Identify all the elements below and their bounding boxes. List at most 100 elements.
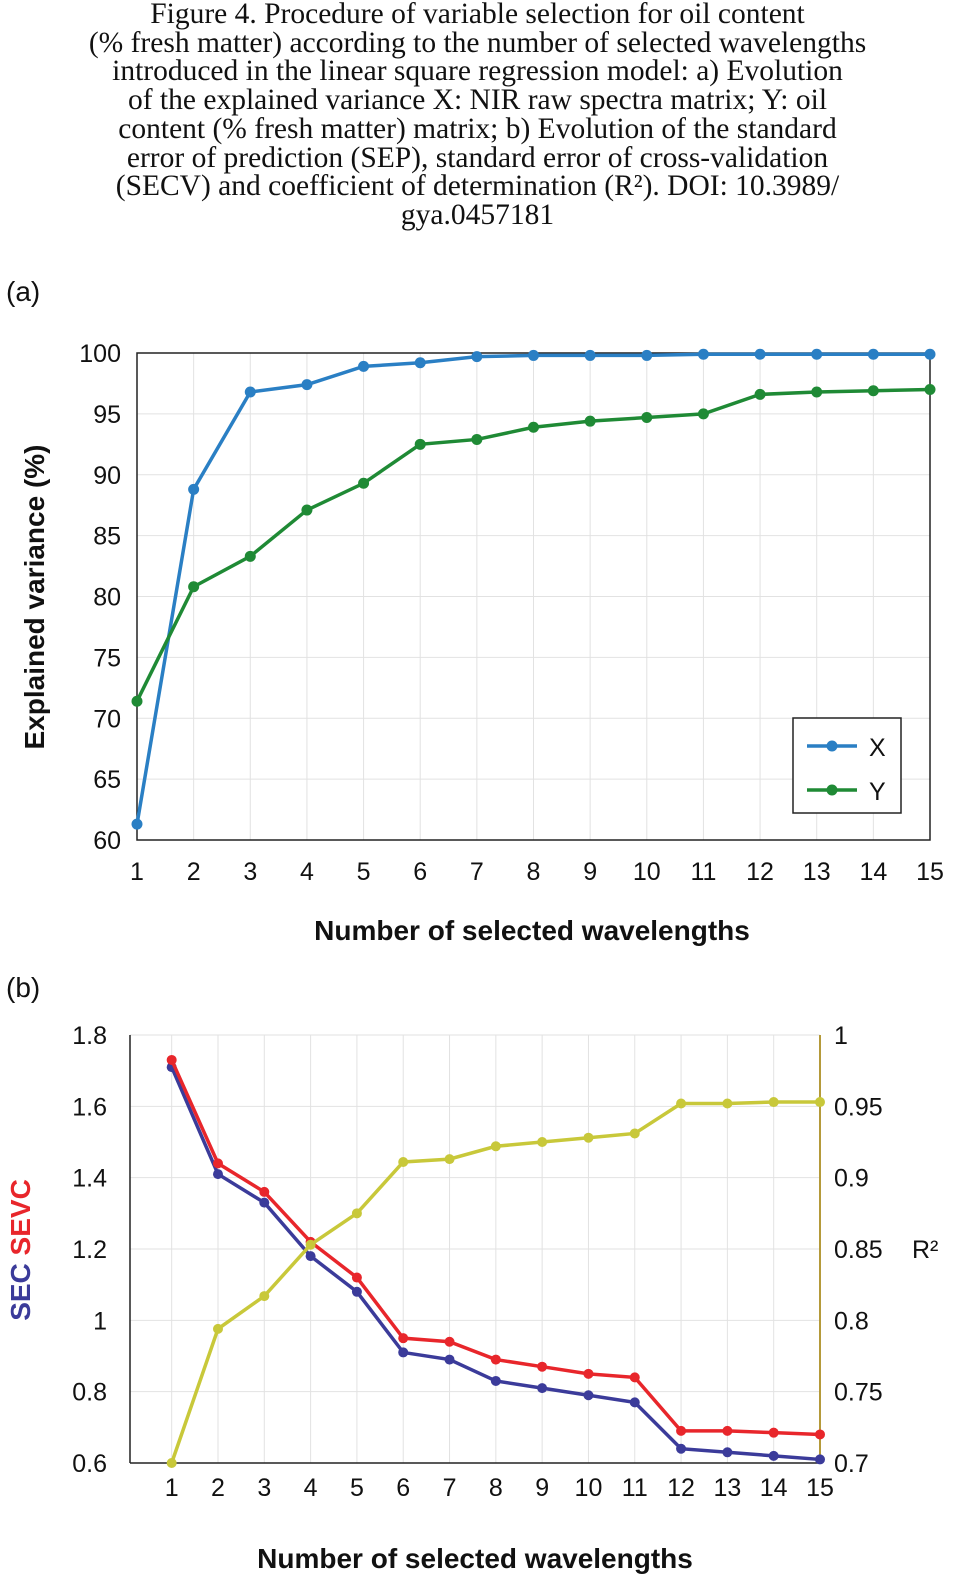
data-point-SEVC <box>490 1354 501 1365</box>
data-point-X <box>811 348 823 360</box>
y2-tick-label: 1 <box>834 1022 848 1050</box>
y2-tick-label: 0.9 <box>834 1165 869 1193</box>
y2-axis-label: R² <box>912 1236 938 1264</box>
data-point-Y <box>471 433 483 445</box>
data-point-R² <box>166 1458 177 1468</box>
x-tick-label: 3 <box>243 858 257 886</box>
x-tick-label: 2 <box>211 1474 225 1502</box>
caption-line: (SECV) and coefficient of determination … <box>115 170 840 203</box>
caption-line: introduced in the linear square regressi… <box>112 55 843 88</box>
x-tick-label: 8 <box>489 1474 503 1502</box>
y-tick-label: 70 <box>93 705 121 733</box>
data-point-R² <box>768 1097 779 1108</box>
data-point-SEC <box>629 1397 640 1408</box>
y-tick-label: 95 <box>93 401 121 429</box>
data-point-X <box>641 349 653 361</box>
x-tick-label: 9 <box>583 858 597 886</box>
x-tick-label: 13 <box>803 858 831 886</box>
x-tick-label: 14 <box>859 858 887 886</box>
x-tick-label: 7 <box>470 858 484 886</box>
data-point-SEC <box>583 1390 594 1401</box>
y-tick-label: 80 <box>93 584 121 612</box>
x-tick-label: 15 <box>916 858 944 886</box>
x-tick-label: 6 <box>413 858 427 886</box>
x-tick-label: 7 <box>443 1474 457 1502</box>
data-point-Y <box>358 477 370 489</box>
x-tick-label: 5 <box>357 858 371 886</box>
data-point-SEC <box>815 1454 825 1465</box>
data-point-SEVC <box>166 1054 177 1065</box>
data-point-Y <box>244 550 256 562</box>
data-point-SEVC <box>629 1372 640 1383</box>
data-point-R² <box>212 1323 223 1334</box>
data-point-SEC <box>305 1251 316 1262</box>
data-point-SEVC <box>676 1425 687 1436</box>
data-point-SEC <box>490 1375 501 1386</box>
y-tick-label: 65 <box>93 766 121 794</box>
x-axis-label: Number of selected wavelengths <box>257 1543 693 1574</box>
data-point-SEVC <box>398 1333 409 1344</box>
data-point-SEC <box>537 1383 548 1394</box>
x-tick-label: 9 <box>535 1474 549 1502</box>
data-point-X <box>697 348 709 360</box>
x-tick-label: 12 <box>746 858 774 886</box>
data-point-Y <box>188 581 200 593</box>
x-tick-label: 1 <box>130 858 144 886</box>
data-point-SEVC <box>768 1427 779 1438</box>
panel-b-label: (b) <box>6 972 41 1003</box>
data-point-R² <box>490 1141 501 1152</box>
data-point-R² <box>583 1132 594 1143</box>
y-tick-label: 1 <box>93 1307 107 1335</box>
y2-tick-label: 0.95 <box>834 1093 883 1121</box>
data-point-R² <box>305 1239 316 1250</box>
legend-marker-X <box>826 740 838 752</box>
panel-a-label: (a) <box>6 276 41 307</box>
x-tick-label: 2 <box>187 858 201 886</box>
legend-label-Y: Y <box>869 778 886 806</box>
y-tick-label: 1.6 <box>72 1093 107 1121</box>
data-point-SEVC <box>583 1368 594 1379</box>
y-axis-label: Explained variance (%) <box>19 444 50 749</box>
data-point-Y <box>924 384 936 396</box>
legend-box <box>792 717 902 814</box>
caption-line: error of prediction (SEP), standard erro… <box>126 141 829 174</box>
data-point-X <box>414 357 426 369</box>
y-label-sevc: SEVC <box>5 1179 36 1255</box>
figure-caption: Figure 4. Procedure of variable selectio… <box>0 0 955 230</box>
data-point-R² <box>815 1097 825 1108</box>
y-tick-label: 0.6 <box>72 1450 107 1478</box>
data-point-X <box>471 351 483 363</box>
x-tick-label: 8 <box>527 858 541 886</box>
x-tick-label: 10 <box>575 1474 603 1502</box>
data-point-SEVC <box>212 1158 223 1169</box>
caption-line: (% fresh matter) according to the number… <box>88 26 867 59</box>
y-tick-label: 85 <box>93 523 121 551</box>
data-point-R² <box>629 1128 640 1139</box>
data-point-SEVC <box>722 1425 733 1436</box>
y-tick-label: 1.4 <box>72 1165 107 1193</box>
data-point-X <box>131 818 143 830</box>
data-point-X <box>188 483 200 495</box>
data-point-X <box>244 386 256 398</box>
y2-tick-label: 0.85 <box>834 1236 883 1264</box>
y2-tick-label: 0.75 <box>834 1379 883 1407</box>
data-point-SEC <box>259 1197 270 1208</box>
data-point-R² <box>444 1154 455 1165</box>
caption-line: of the explained variance X: NIR raw spe… <box>127 84 828 117</box>
y-tick-label: 1.2 <box>72 1236 107 1264</box>
data-point-SEVC <box>537 1361 548 1372</box>
y-axis-label: SEC SEVC <box>5 1179 36 1321</box>
data-point-Y <box>131 695 143 707</box>
data-point-SEVC <box>259 1186 270 1197</box>
x-tick-label: 4 <box>300 858 314 886</box>
data-point-SEC <box>212 1169 223 1180</box>
x-tick-label: 5 <box>350 1474 364 1502</box>
data-point-Y <box>528 421 539 433</box>
data-point-SEC <box>768 1450 779 1461</box>
data-point-R² <box>676 1098 687 1109</box>
chart-b: 0.60.811.21.41.61.81 2 3 4 5 6 7 8 9 10 11 12 13 14 15… <box>5 1022 938 1574</box>
y-tick-label: 90 <box>93 462 121 490</box>
data-point-SEVC <box>815 1429 825 1440</box>
data-point-Y <box>584 415 596 427</box>
